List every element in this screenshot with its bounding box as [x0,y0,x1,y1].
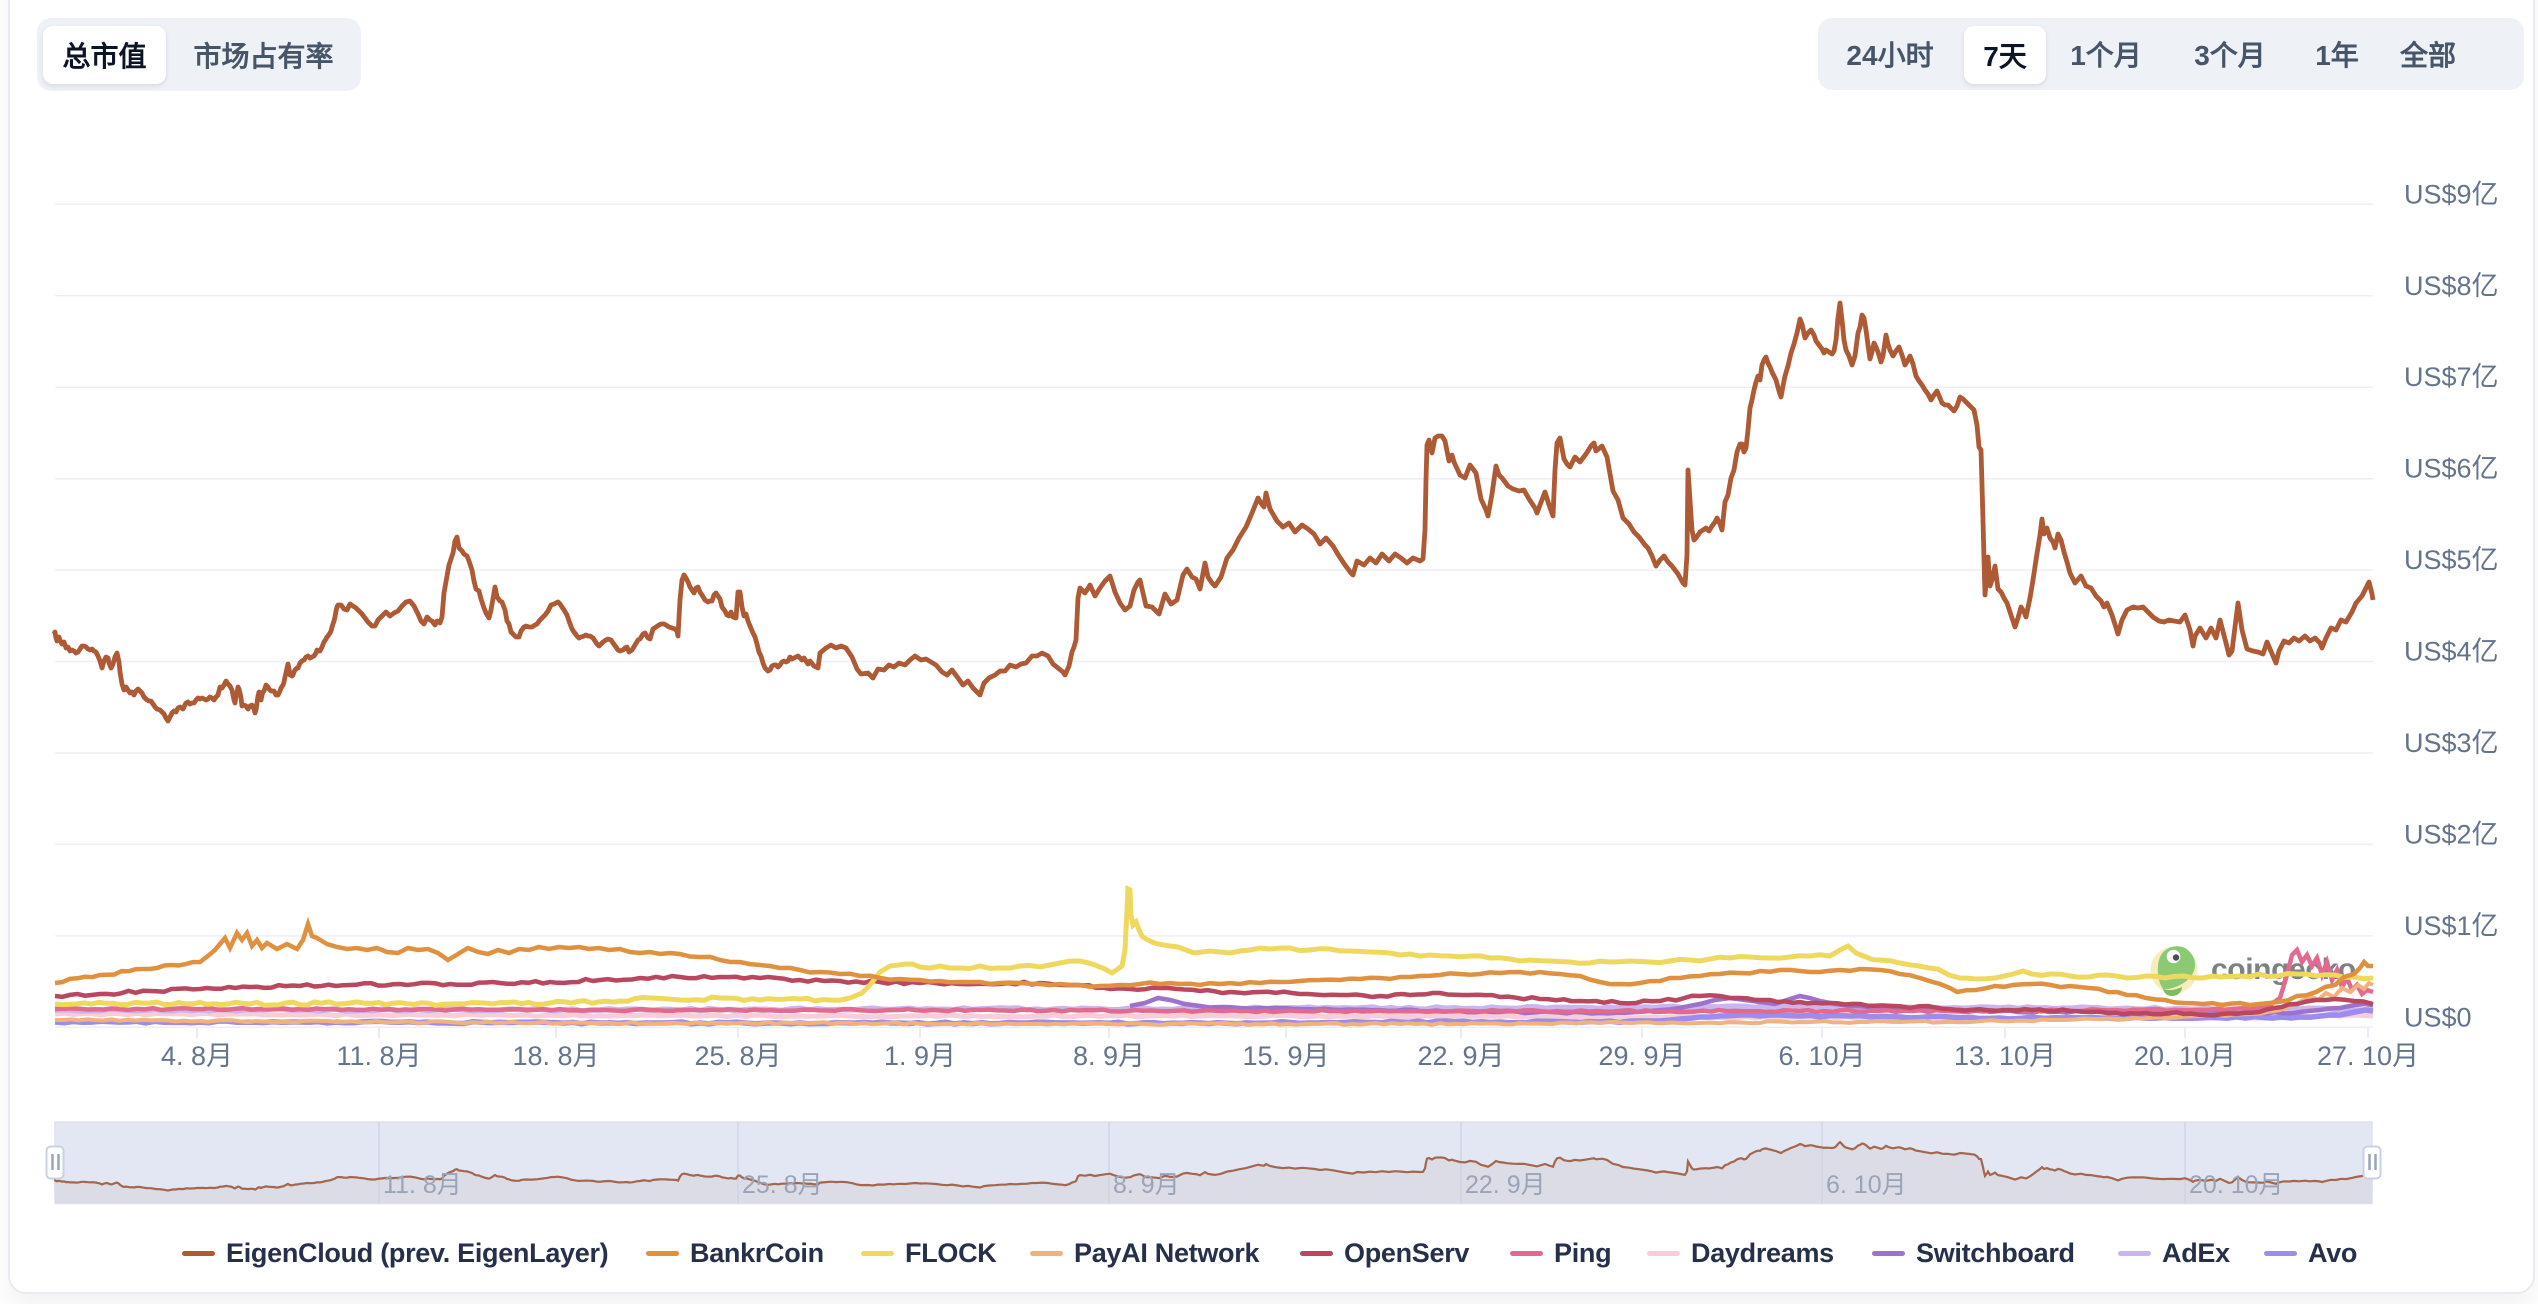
svg-text:US$0: US$0 [2404,1002,2472,1032]
svg-text:US$2亿: US$2亿 [2404,819,2499,849]
svg-text:US$3亿: US$3亿 [2404,728,2499,758]
svg-text:6. 10月: 6. 10月 [1778,1041,1865,1071]
svg-text:27. 10月: 27. 10月 [2317,1041,2419,1071]
svg-text:18. 8月: 18. 8月 [512,1041,599,1071]
svg-text:25. 8月: 25. 8月 [694,1041,781,1071]
svg-text:US$6亿: US$6亿 [2404,454,2499,484]
svg-text:US$8亿: US$8亿 [2404,271,2499,301]
svg-text:8. 9月: 8. 9月 [1113,1171,1180,1199]
svg-text:US$7亿: US$7亿 [2404,362,2499,392]
svg-text:US$5亿: US$5亿 [2404,545,2499,575]
svg-text:29. 9月: 29. 9月 [1598,1041,1685,1071]
svg-text:25. 8月: 25. 8月 [742,1171,823,1199]
svg-text:11. 8月: 11. 8月 [336,1041,421,1071]
svg-text:6. 10月: 6. 10月 [1826,1171,1907,1199]
svg-text:11. 8月: 11. 8月 [383,1171,462,1199]
svg-text:8. 9月: 8. 9月 [1073,1041,1145,1071]
svg-text:US$1亿: US$1亿 [2404,911,2499,941]
svg-text:US$4亿: US$4亿 [2404,637,2499,667]
svg-text:4. 8月: 4. 8月 [161,1041,233,1071]
svg-text:22. 9月: 22. 9月 [1465,1171,1546,1199]
svg-text:20. 10月: 20. 10月 [2189,1171,2284,1199]
svg-text:22. 9月: 22. 9月 [1417,1041,1504,1071]
svg-text:13. 10月: 13. 10月 [1954,1041,2056,1071]
svg-text:15. 9月: 15. 9月 [1242,1041,1329,1071]
svg-text:20. 10月: 20. 10月 [2134,1041,2236,1071]
svg-text:1. 9月: 1. 9月 [884,1041,956,1071]
svg-text:US$9亿: US$9亿 [2404,179,2499,209]
